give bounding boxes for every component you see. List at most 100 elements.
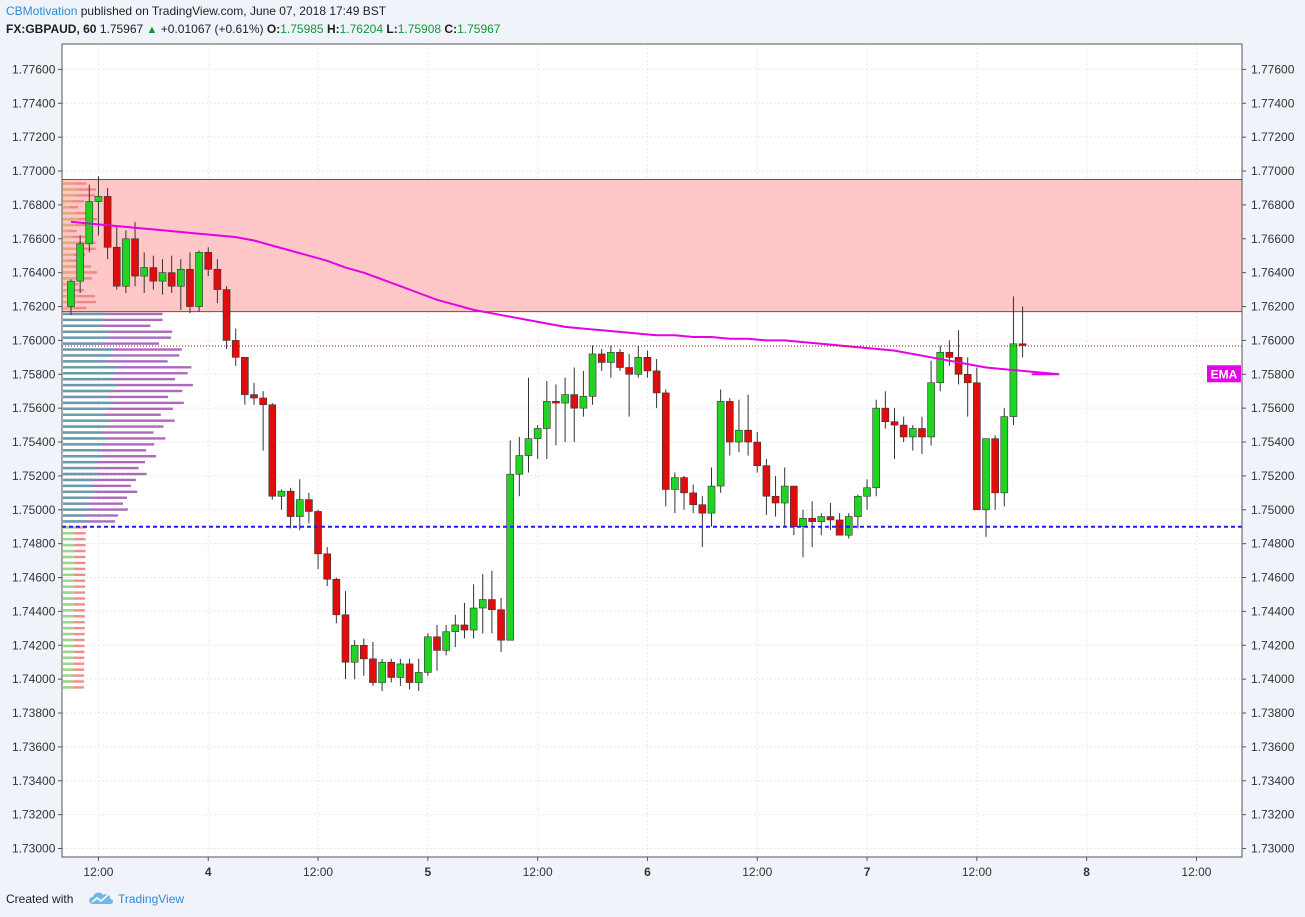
- candle-down: [790, 485, 798, 528]
- tradingview-cloud-icon[interactable]: [87, 889, 115, 907]
- profile-bar: [63, 312, 163, 316]
- profile-bar-inner: [63, 674, 74, 677]
- candle-up: [469, 607, 478, 631]
- candle-down: [552, 401, 560, 404]
- profile-bar-inner: [63, 354, 112, 357]
- profile-bar-inner: [63, 271, 79, 274]
- profile-bar-inner: [63, 306, 74, 310]
- candle-up: [378, 661, 386, 683]
- profile-bar: [63, 455, 156, 458]
- profile-bar: [63, 194, 96, 197]
- profile-bar-inner: [63, 526, 75, 529]
- profile-bar-inner: [63, 656, 74, 659]
- profile-bar-inner: [63, 597, 75, 600]
- candle-down: [725, 401, 734, 443]
- ema-badge: [1207, 365, 1241, 383]
- profile-bar: [63, 330, 173, 333]
- profile-bar-inner: [63, 603, 74, 606]
- candle-down: [405, 663, 414, 683]
- profile-bar: [63, 514, 119, 517]
- profile-bar: [63, 300, 97, 304]
- y-tick-label-right: 1.74000: [1251, 672, 1295, 686]
- y-tick-label-left: 1.77400: [12, 96, 56, 110]
- candle-up: [607, 351, 615, 363]
- candle-down: [808, 517, 816, 522]
- tradingview-brand[interactable]: TradingView: [118, 892, 185, 906]
- candle-up: [716, 401, 725, 487]
- profile-bar: [63, 437, 166, 440]
- profile-bar-inner: [63, 626, 74, 630]
- candle-up: [67, 280, 75, 307]
- y-tick-label-right: 1.73400: [1251, 774, 1295, 788]
- candle-down: [625, 367, 633, 375]
- y-tick-label-right: 1.75800: [1251, 367, 1295, 381]
- profile-bar-inner: [63, 621, 74, 624]
- candle-down: [460, 624, 469, 631]
- y-tick-label-left: 1.76600: [12, 232, 56, 246]
- author-link[interactable]: CBMotivation: [6, 4, 78, 18]
- profile-bar-inner: [63, 591, 75, 594]
- profile-bar: [63, 377, 175, 381]
- profile-bar-inner: [63, 425, 106, 428]
- profile-bar: [63, 211, 92, 215]
- candle-down: [433, 636, 441, 651]
- y-tick-label-left: 1.73600: [12, 740, 56, 754]
- profile-bar-inner: [63, 680, 74, 683]
- profile-bar: [63, 395, 168, 399]
- candle-down: [698, 504, 707, 514]
- up-arrow-icon: ▲: [146, 24, 158, 36]
- profile-bar: [63, 478, 136, 482]
- profile-bar-inner: [63, 555, 75, 559]
- candle-down: [680, 477, 688, 494]
- profile-bar: [63, 372, 188, 375]
- candle-up: [295, 499, 304, 517]
- x-tick-label: 12:00: [83, 865, 113, 879]
- price-axis[interactable]: 1.73000 1.73000 1.73200 1.73200 1.73400 1.734…: [12, 62, 1295, 855]
- profile-bar-inner: [63, 662, 74, 665]
- candle-down: [497, 609, 505, 641]
- profile-bar-inner: [63, 336, 109, 339]
- profile-bar: [63, 354, 180, 357]
- candle-down: [314, 511, 322, 555]
- candle-up: [177, 268, 185, 287]
- y-tick-label-left: 1.76800: [12, 198, 56, 212]
- grid: [62, 44, 1242, 857]
- candle-down: [954, 357, 963, 375]
- symbol-label[interactable]: FX:GBPAUD, 60: [6, 22, 97, 36]
- profile-bar-inner: [63, 259, 70, 262]
- profile-bar-inner: [63, 194, 78, 197]
- profile-bar: [63, 484, 131, 488]
- candle-up: [396, 663, 405, 678]
- ema-label: EMA: [1211, 367, 1238, 381]
- profile-bar-inner: [63, 206, 70, 209]
- profile-bar-inner: [63, 366, 117, 369]
- y-tick-label-right: 1.77600: [1251, 62, 1295, 76]
- profile-bar-inner: [63, 235, 73, 239]
- profile-bar: [63, 342, 160, 345]
- profile-bar-inner: [63, 567, 75, 571]
- candle-down: [231, 340, 240, 358]
- y-tick-label-left: 1.75400: [12, 435, 56, 449]
- profile-bar-inner: [63, 413, 105, 416]
- candles: [67, 176, 1027, 692]
- candle-down: [570, 394, 579, 409]
- candle-down: [945, 351, 954, 358]
- chart-area[interactable]: EMA 1.73000 1.73000 1.73200 1.73200 1.73400 1…: [0, 42, 1305, 884]
- profile-bar-inner: [63, 401, 114, 405]
- profile-bar-inner: [63, 217, 79, 221]
- profile-bar: [63, 644, 85, 648]
- profile-bar-inner: [63, 650, 74, 654]
- candle-down: [332, 578, 341, 616]
- candle-down: [689, 492, 698, 505]
- close-label: C:: [444, 22, 458, 36]
- profile-bar: [63, 259, 77, 262]
- candle-down: [369, 658, 377, 683]
- candle-up: [533, 428, 542, 439]
- profile-bar: [63, 318, 163, 322]
- y-tick-label-right: 1.74600: [1251, 571, 1295, 585]
- profile-bar-inner: [63, 312, 105, 316]
- candle-down: [744, 429, 752, 443]
- profile-bar: [63, 235, 86, 239]
- time-axis[interactable]: 12:00 4 12:00 5 12:00 6 12:00 7 12:00 8 12:00: [83, 857, 1212, 879]
